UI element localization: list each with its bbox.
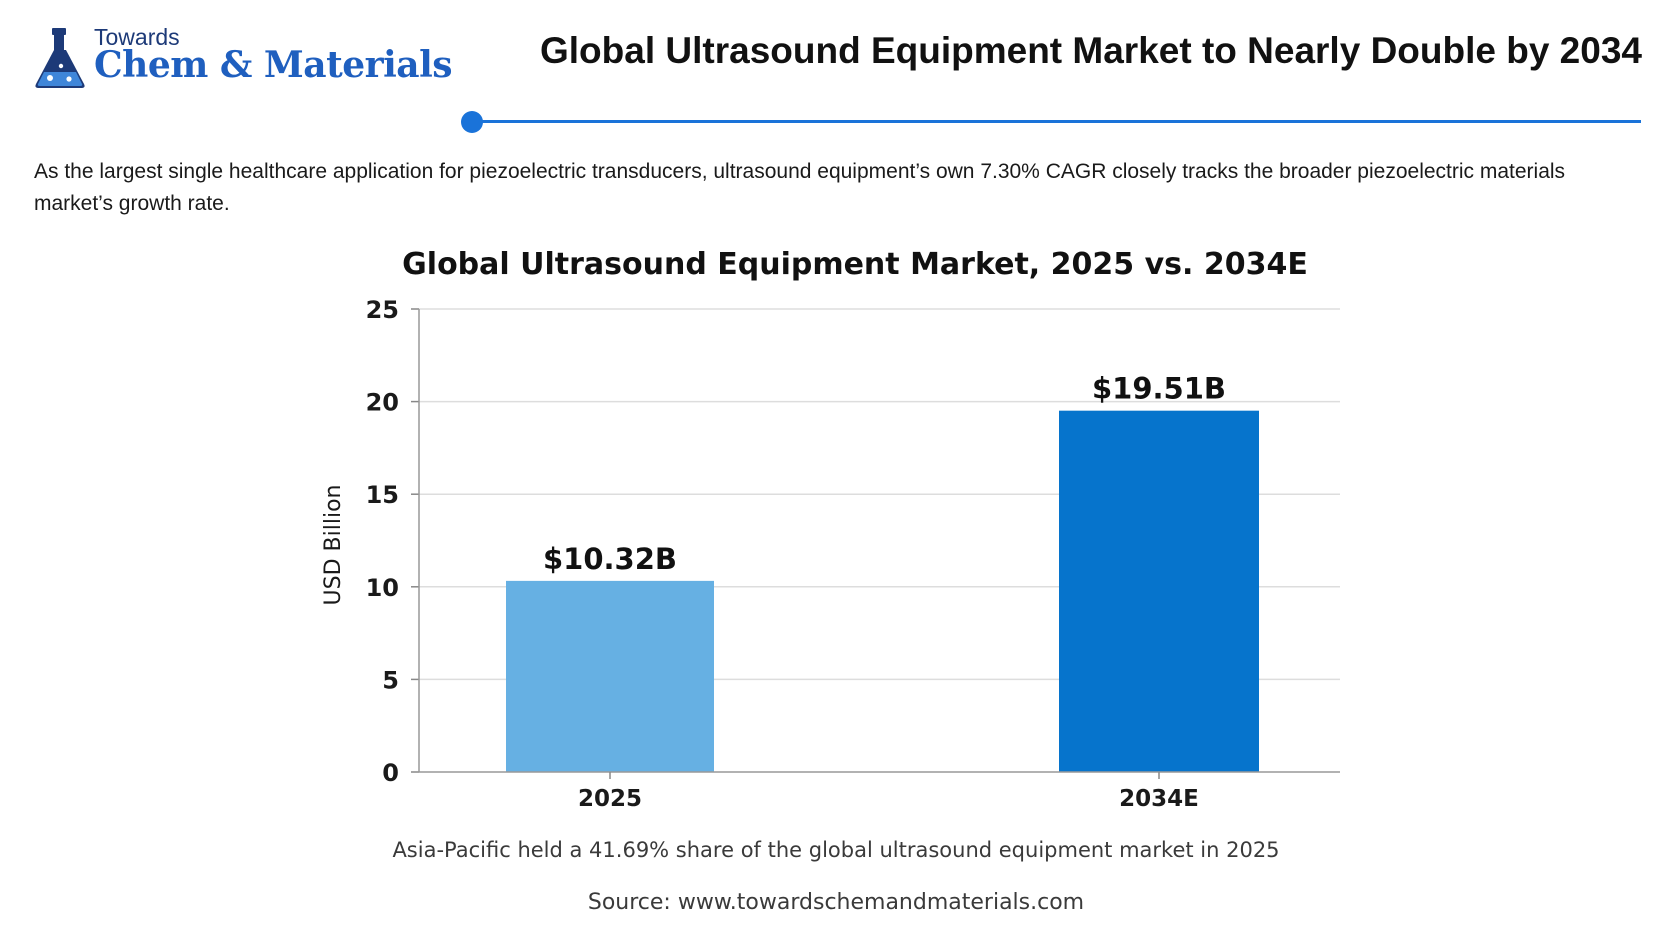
x-tick-label: 2034E	[1119, 786, 1199, 812]
divider-line	[471, 120, 1641, 123]
data-label: $10.32B	[543, 542, 677, 576]
logo-wordmark: Chem & Materials	[94, 44, 453, 86]
bar-2034e	[1059, 410, 1259, 772]
title-divider	[461, 111, 1641, 133]
source-line: Source: www.towardschemandmaterials.com	[587, 890, 1085, 915]
intro-paragraph: As the largest single healthcare applica…	[34, 160, 1566, 215]
y-tick-label: 10	[366, 574, 399, 602]
page-title: Global Ultrasound Equipment Market to Ne…	[540, 30, 1642, 71]
y-tick-label: 0	[382, 759, 399, 787]
logo-tagline: Towards	[94, 24, 180, 50]
flask-logo-icon	[35, 28, 85, 88]
y-tick-label: 25	[366, 296, 399, 324]
divider-dot	[461, 111, 483, 133]
y-tick-label: 20	[366, 389, 399, 417]
y-axis-label: USD Billion	[321, 485, 346, 606]
bar-2025	[506, 580, 714, 772]
x-tick-label: 2025	[578, 786, 642, 812]
chart-footnote: Asia-Pacific held a 41.69% share of the …	[392, 838, 1280, 862]
chart-title: Global Ultrasound Equipment Market, 2025…	[402, 247, 1308, 282]
y-tick-label: 15	[366, 481, 399, 509]
data-label: $19.51B	[1092, 372, 1226, 406]
y-tick-label: 5	[382, 666, 399, 694]
axes	[411, 308, 1340, 779]
bars	[506, 410, 1259, 772]
brand-logo: Towards Chem & Materials	[32, 22, 453, 102]
